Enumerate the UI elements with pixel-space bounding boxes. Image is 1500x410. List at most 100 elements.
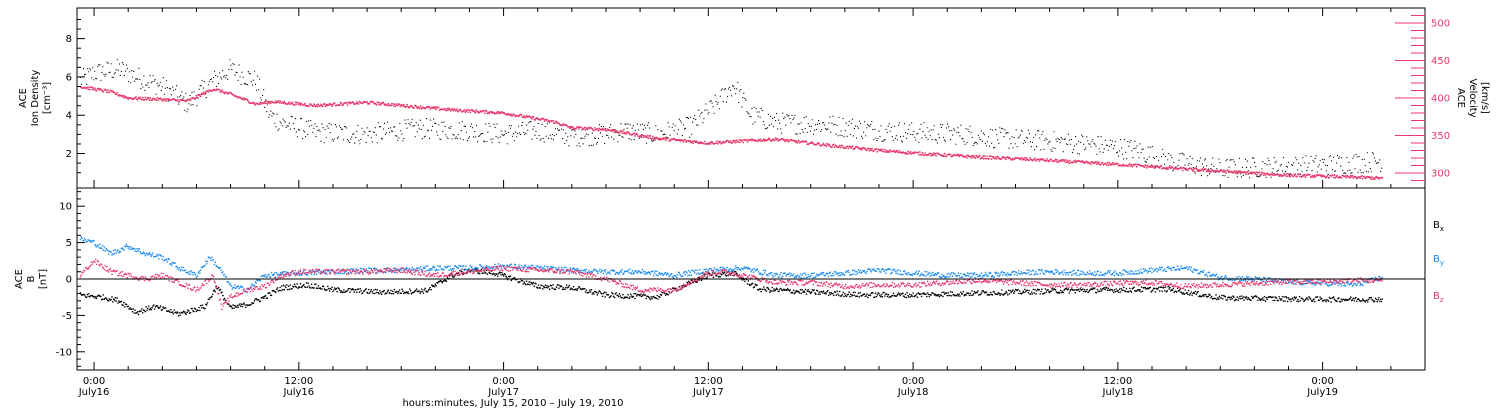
ion-density-point xyxy=(284,121,286,123)
ion-density-point xyxy=(1293,162,1295,164)
ion-density-point xyxy=(457,134,459,136)
ion-density-point xyxy=(888,123,890,125)
velocity-point xyxy=(1105,164,1108,166)
velocity-point xyxy=(1361,175,1363,177)
bx-point xyxy=(1242,296,1245,298)
ion-density-point xyxy=(1211,163,1213,165)
bx-point xyxy=(1295,296,1297,299)
ion-density-point xyxy=(135,78,137,80)
ion-density-point xyxy=(131,70,133,72)
bx-point xyxy=(778,290,780,292)
bx-point xyxy=(146,309,148,312)
velocity-point xyxy=(1045,160,1048,162)
by-point xyxy=(588,270,590,272)
bx-point xyxy=(418,290,420,292)
bx-point xyxy=(282,284,285,287)
ion-density-point xyxy=(120,70,122,72)
ion-density-point xyxy=(603,126,605,128)
ion-density-point xyxy=(674,125,676,127)
bx-point xyxy=(564,288,566,291)
ion-density-point xyxy=(1302,157,1304,159)
bx-point xyxy=(801,288,803,291)
bx-point xyxy=(291,287,293,290)
ion-density-point xyxy=(1351,172,1353,174)
ion-density-point xyxy=(90,69,92,71)
bx-point xyxy=(1008,293,1011,295)
ion-density-point xyxy=(1190,163,1192,165)
velocity-point xyxy=(1236,172,1239,175)
bx-point xyxy=(744,280,746,283)
velocity-point xyxy=(1227,169,1229,172)
velocity-point xyxy=(867,148,870,150)
ion-density-point xyxy=(419,119,421,121)
ion-density-point xyxy=(1312,160,1314,162)
bx-point xyxy=(1130,291,1133,293)
by-point xyxy=(205,260,207,263)
bx-point xyxy=(1250,299,1252,302)
ion-density-point xyxy=(356,130,358,132)
bx-point xyxy=(453,275,455,278)
velocity-point xyxy=(974,157,977,160)
velocity-point xyxy=(605,129,608,132)
ion-density-point xyxy=(415,122,417,124)
ion-density-point xyxy=(431,129,433,131)
velocity-point xyxy=(282,102,285,105)
bx-point xyxy=(161,308,164,311)
by-point xyxy=(141,252,144,255)
ion-density-point xyxy=(1019,134,1021,136)
ion-density-point xyxy=(532,128,534,130)
ion-density-point xyxy=(139,78,141,81)
ion-density-point xyxy=(172,86,174,88)
ion-density-point xyxy=(1273,156,1275,159)
ion-density-point xyxy=(733,85,735,87)
ion-density-point xyxy=(1144,160,1146,162)
by-point xyxy=(114,249,117,251)
ion-density-point xyxy=(1300,164,1302,167)
velocity-point xyxy=(323,102,326,105)
ion-density-point xyxy=(382,128,385,130)
velocity-point xyxy=(1312,176,1315,179)
ion-density-point xyxy=(144,89,146,91)
ion-density-point xyxy=(392,130,394,132)
bx-point xyxy=(353,291,356,293)
bx-point xyxy=(878,292,880,295)
ion-density-point xyxy=(435,122,437,125)
by-point xyxy=(95,246,98,248)
ion-density-point xyxy=(900,140,903,142)
bx-point xyxy=(547,286,549,289)
ion-density-point xyxy=(709,101,711,103)
ion-density-point xyxy=(104,75,106,77)
by-point xyxy=(585,268,588,271)
ion-density-point xyxy=(454,138,456,140)
bx-point xyxy=(1241,297,1244,300)
ion-density-point xyxy=(1099,151,1101,153)
bx-point xyxy=(159,306,161,309)
velocity-point xyxy=(992,155,995,158)
bx-point xyxy=(374,292,376,295)
bx-point xyxy=(1163,286,1165,289)
ion-density-point xyxy=(1298,162,1300,164)
ion-density-point xyxy=(337,136,339,138)
bx-point xyxy=(240,305,242,307)
ion-density-point xyxy=(1102,151,1104,153)
bx-point xyxy=(527,283,530,286)
ion-density-point xyxy=(1124,138,1126,141)
ion-density-point xyxy=(735,93,737,95)
ion-density-point xyxy=(252,79,254,81)
by-point xyxy=(117,249,119,251)
by-point xyxy=(270,271,273,274)
ion-density-point xyxy=(285,126,287,128)
ion-density-point xyxy=(445,134,447,136)
ion-density-point xyxy=(703,118,705,120)
bx-point xyxy=(266,297,269,300)
bx-point xyxy=(1235,298,1238,301)
bx-point xyxy=(346,289,349,292)
bx-point xyxy=(1246,298,1249,301)
bx-point xyxy=(1088,290,1090,293)
velocity-point xyxy=(1062,159,1065,161)
bx-point xyxy=(545,286,547,289)
bx-point xyxy=(972,293,975,295)
ion-density-point xyxy=(1104,139,1106,141)
bx-point xyxy=(199,309,201,312)
velocity-point xyxy=(1099,163,1102,166)
